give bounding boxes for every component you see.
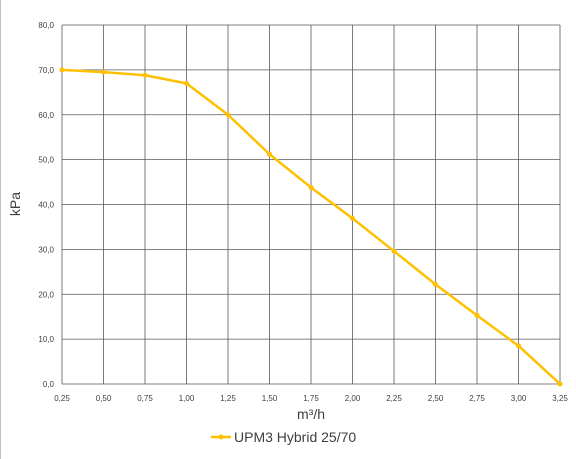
y-tick-label: 40,0 [38, 201, 54, 210]
y-tick-label: 10,0 [38, 335, 54, 344]
y-tick-label: 30,0 [38, 245, 54, 254]
legend-label: UPM3 Hybrid 25/70 [234, 429, 356, 445]
data-point [308, 184, 314, 190]
y-tick-label: 20,0 [38, 290, 54, 299]
x-tick-label: 0,25 [54, 394, 70, 403]
data-point [433, 281, 438, 287]
y-axis-ticks: 0,0 10,0 20,0 30,0 40,0 50,0 60,0 70,0 80,0 [38, 21, 54, 389]
data-point [184, 80, 189, 86]
x-axis-ticks: 0,25 0,50 0,75 1,00 1,25 1,50 1,75 2,00 2,25 2,50… [54, 394, 568, 403]
data-point [516, 343, 521, 349]
y-tick-label: 70,0 [38, 66, 54, 75]
data-point [142, 72, 148, 78]
chart-legend: UPM3 Hybrid 25/70 [211, 429, 356, 445]
x-tick-label: 0,75 [137, 394, 153, 403]
x-tick-label: 1,25 [220, 394, 236, 403]
x-tick-label: 0,50 [96, 394, 112, 403]
x-tick-label: 3,00 [511, 394, 527, 403]
y-tick-label: 60,0 [38, 111, 54, 120]
data-point [557, 381, 563, 387]
chart-border [0, 0, 1, 459]
data-point [225, 112, 231, 118]
x-tick-label: 2,50 [428, 394, 444, 403]
chart-grid [61, 24, 561, 385]
data-point [101, 69, 106, 75]
y-tick-label: 80,0 [38, 21, 54, 30]
y-axis-title: kPa [7, 192, 23, 216]
x-tick-label: 2,00 [345, 394, 361, 403]
legend-swatch-marker [218, 434, 224, 440]
x-tick-label: 3,25 [552, 394, 568, 403]
x-tick-label: 2,25 [386, 394, 402, 403]
x-tick-label: 1,75 [303, 394, 319, 403]
x-axis-title: m³/h [297, 406, 325, 422]
chart-series [59, 67, 563, 387]
y-tick-label: 0,0 [43, 380, 55, 389]
y-tick-label: 50,0 [38, 156, 54, 165]
x-tick-label: 1,00 [179, 394, 195, 403]
x-tick-label: 2,75 [469, 394, 485, 403]
data-point [267, 151, 272, 157]
data-point [391, 248, 397, 254]
x-tick-label: 1,50 [262, 394, 278, 403]
data-point [59, 67, 65, 73]
data-point [474, 312, 480, 318]
data-point [350, 215, 355, 221]
